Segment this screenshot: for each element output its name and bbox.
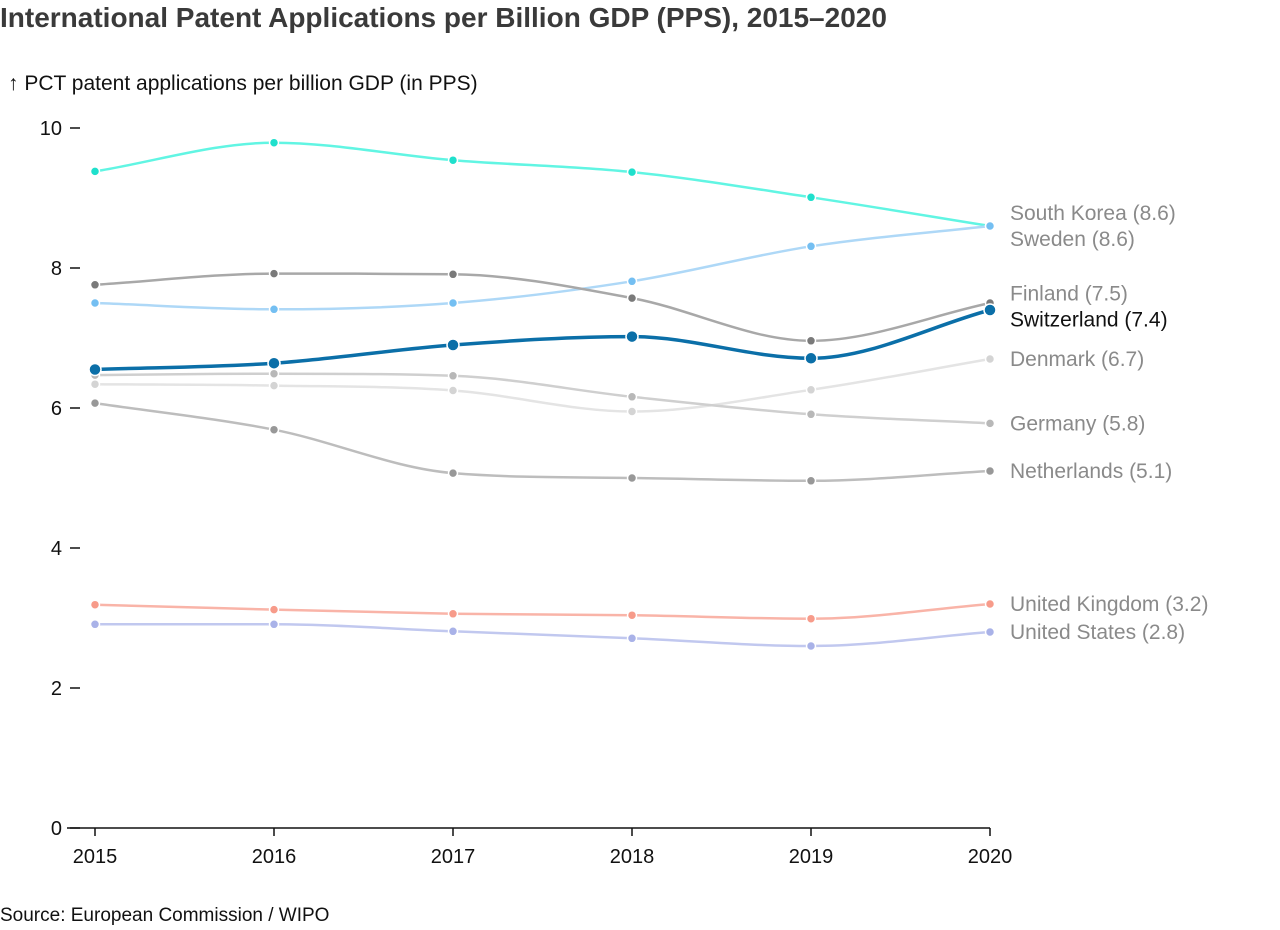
point-germany (449, 371, 458, 380)
point-sweden (986, 222, 995, 231)
point-switzerland (447, 339, 459, 351)
point-denmark (449, 386, 458, 395)
point-denmark (986, 355, 995, 364)
point-united-states (91, 620, 100, 629)
point-germany (628, 392, 637, 401)
x-tick-label: 2016 (252, 846, 297, 868)
point-united-kingdom (628, 611, 637, 620)
series-line-finland (95, 274, 990, 341)
point-south-korea (270, 138, 279, 147)
point-finland (270, 269, 279, 278)
series-label-sweden: Sweden (8.6) (1010, 228, 1135, 251)
point-sweden (91, 299, 100, 308)
series-lines (95, 143, 990, 646)
point-united-kingdom (270, 605, 279, 614)
series-label-denmark: Denmark (6.7) (1010, 348, 1144, 371)
series-points (89, 138, 996, 650)
point-finland (91, 280, 100, 289)
point-finland (628, 294, 637, 303)
point-south-korea (807, 193, 816, 202)
point-switzerland (89, 364, 101, 376)
point-united-kingdom (807, 614, 816, 623)
point-denmark (91, 380, 100, 389)
series-label-netherlands: Netherlands (5.1) (1010, 460, 1172, 483)
point-united-states (807, 642, 816, 651)
point-switzerland (626, 331, 638, 343)
x-tick-label: 2015 (73, 846, 118, 868)
y-tick-label: 10 (40, 118, 62, 140)
series-label-finland: Finland (7.5) (1010, 283, 1128, 306)
series-label-switzerland: Switzerland (7.4) (1010, 309, 1168, 332)
series-line-united-kingdom (95, 604, 990, 619)
y-tick-label: 8 (51, 258, 62, 280)
point-united-kingdom (91, 600, 100, 609)
point-germany (270, 369, 279, 378)
point-denmark (628, 407, 637, 416)
series-label-germany: Germany (5.8) (1010, 412, 1145, 435)
series-line-germany (95, 374, 990, 424)
point-united-kingdom (449, 609, 458, 618)
y-tick-label: 6 (51, 398, 62, 420)
series-line-sweden (95, 226, 990, 309)
source-note: Source: European Commission / WIPO (0, 903, 329, 929)
point-united-states (270, 620, 279, 629)
point-south-korea (91, 167, 100, 176)
point-germany (807, 410, 816, 419)
point-united-states (628, 634, 637, 643)
point-united-states (986, 628, 995, 637)
point-sweden (270, 305, 279, 314)
series-labels: South Korea (8.6) Sweden (8.6) Finland (7.… (1010, 202, 1208, 644)
point-united-states (449, 627, 458, 636)
series-label-united-kingdom: United Kingdom (3.2) (1010, 593, 1208, 616)
point-switzerland (268, 357, 280, 369)
x-tick-label: 2020 (968, 846, 1013, 868)
line-chart: 0 2 4 6 8 10 2015 2016 2017 2018 2019 2020 South Ko… (0, 0, 1280, 900)
point-sweden (807, 242, 816, 251)
point-netherlands (270, 425, 279, 434)
series-label-united-states: United States (2.8) (1010, 621, 1185, 644)
point-denmark (807, 385, 816, 394)
series-line-south-korea (95, 143, 990, 226)
point-netherlands (628, 474, 637, 483)
point-switzerland (984, 304, 996, 316)
point-netherlands (91, 399, 100, 408)
series-line-netherlands (95, 403, 990, 481)
point-south-korea (449, 156, 458, 165)
x-tick-label: 2017 (431, 846, 476, 868)
point-finland (449, 270, 458, 279)
point-netherlands (986, 467, 995, 476)
y-tick-label: 4 (51, 538, 62, 560)
point-germany (986, 419, 995, 428)
y-tick-label: 0 (51, 818, 62, 840)
x-tick-label: 2018 (610, 846, 655, 868)
x-tick-label: 2019 (789, 846, 834, 868)
point-denmark (270, 381, 279, 390)
point-united-kingdom (986, 600, 995, 609)
point-finland (807, 336, 816, 345)
point-netherlands (449, 469, 458, 478)
series-line-united-states (95, 624, 990, 646)
y-tick-label: 2 (51, 678, 62, 700)
point-sweden (449, 299, 458, 308)
point-sweden (628, 277, 637, 286)
point-south-korea (628, 168, 637, 177)
series-line-switzerland (95, 310, 990, 370)
point-switzerland (805, 352, 817, 364)
axes: 0 2 4 6 8 10 2015 2016 2017 2018 2019 2020 (40, 118, 1013, 868)
series-label-south-korea: South Korea (8.6) (1010, 202, 1176, 225)
point-netherlands (807, 476, 816, 485)
